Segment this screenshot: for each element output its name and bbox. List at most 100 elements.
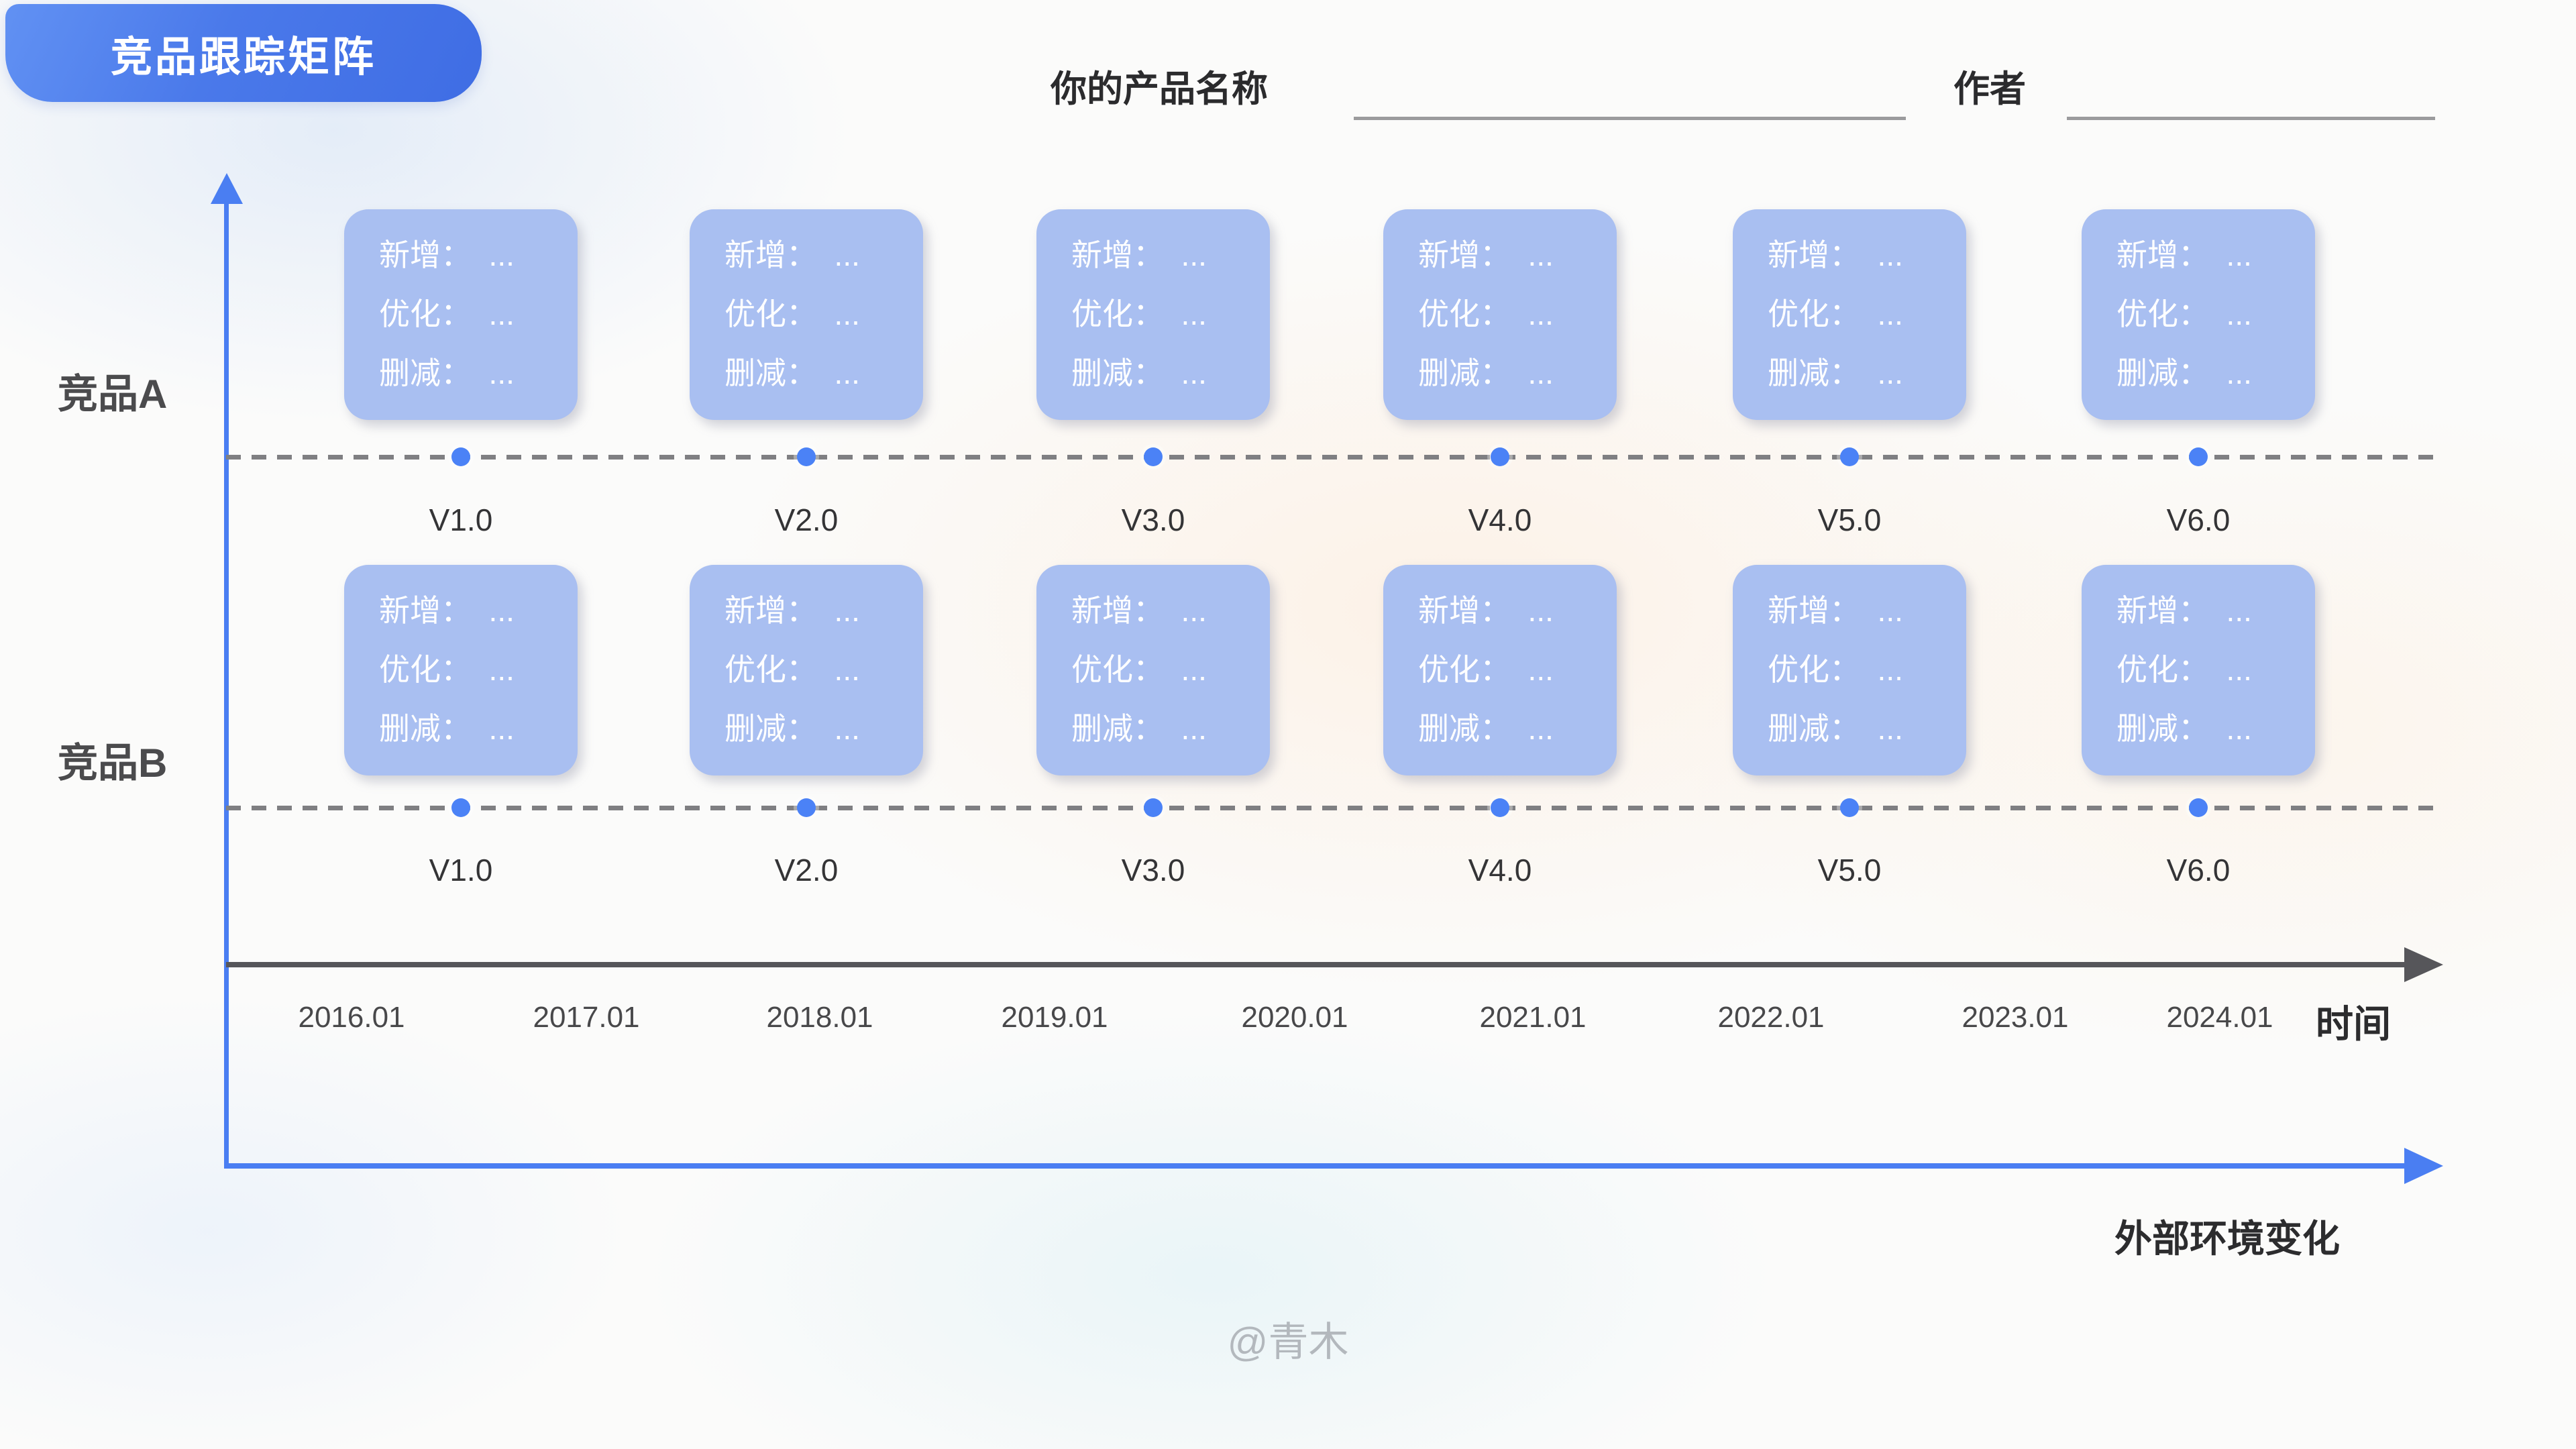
year-tick: 2021.01 [1479,1001,1587,1034]
card-line: 优化： ... [2116,297,2252,331]
version-label: V1.0 [429,502,493,537]
page-title: 竞品跟踪矩阵 [110,34,376,80]
card-line: 优化： ... [379,652,515,687]
version-label: V2.0 [774,853,839,888]
card-line: 删减： ... [1418,711,1554,746]
version-card: 新增： ... 优化： ... 删减： ... [2082,209,2315,420]
timeline-dot [1840,798,1859,817]
version-label: V1.0 [429,853,493,888]
version-card: 新增： ... 优化： ... 删减： ... [1036,209,1270,420]
version-label: V6.0 [2166,853,2231,888]
time-axis-label: 时间 [2316,1003,2391,1045]
version-card: 新增： ... 优化： ... 删减： ... [2082,565,2315,775]
version-card: 新增： ... 优化： ... 删减： ... [690,565,923,775]
card-line: 删减： ... [724,711,860,746]
version-card: 新增： ... 优化： ... 删减： ... [1383,209,1617,420]
card-line: 新增： ... [1071,593,1207,628]
card-line: 新增： ... [1768,237,1903,272]
version-label: V5.0 [1817,502,1882,537]
card-line: 删减： ... [379,356,515,390]
card-line: 删减： ... [1768,356,1903,390]
version-card: 新增： ... 优化： ... 删减： ... [1733,209,1966,420]
year-tick: 2023.01 [1962,1001,2069,1034]
version-card: 新增： ... 优化： ... 删减： ... [1383,565,1617,775]
year-tick: 2018.01 [766,1001,873,1034]
timeline-dot [1491,447,1509,466]
card-line: 新增： ... [1418,593,1554,628]
external-axis-line [226,1163,2407,1169]
watermark: @青木 [1227,1320,1349,1364]
timeline-dot [797,798,816,817]
card-line: 优化： ... [2116,652,2252,687]
card-line: 删减： ... [1768,711,1903,746]
card-line: 新增： ... [2116,593,2252,628]
card-line: 优化： ... [1768,652,1903,687]
year-tick: 2017.01 [533,1001,640,1034]
year-tick: 2019.01 [1001,1001,1108,1034]
version-label: V2.0 [774,502,839,537]
competitor-label: 竞品A [58,372,168,417]
card-line: 新增： ... [724,593,860,628]
card-line: 删减： ... [379,711,515,746]
card-line: 优化： ... [1418,297,1554,331]
timeline-dot [1840,447,1859,466]
card-line: 删减： ... [1071,356,1207,390]
version-label: V3.0 [1121,502,1185,537]
year-tick: 2020.01 [1241,1001,1348,1034]
timeline-dot [2189,798,2208,817]
product-name-blank-line [1354,117,1906,120]
version-card: 新增： ... 优化： ... 删减： ... [344,209,578,420]
product-name-label: 你的产品名称 [1051,69,1268,109]
external-axis-arrowhead-icon [2404,1148,2443,1184]
version-label: V3.0 [1121,853,1185,888]
card-line: 新增： ... [1768,593,1903,628]
version-card: 新增： ... 优化： ... 删减： ... [344,565,578,775]
card-line: 新增： ... [1071,237,1207,272]
card-line: 新增： ... [379,237,515,272]
competitor-label: 竞品B [58,741,168,786]
time-axis-line [226,962,2408,967]
card-line: 优化： ... [724,297,860,331]
y-axis-arrowhead-icon [211,173,243,204]
card-line: 新增： ... [1418,237,1554,272]
timeline-dashed-line [226,455,2435,460]
time-axis-arrowhead-icon [2404,947,2443,982]
year-tick: 2022.01 [1717,1001,1825,1034]
card-line: 删减： ... [2116,711,2252,746]
version-label: V4.0 [1468,502,1532,537]
version-card: 新增： ... 优化： ... 删减： ... [690,209,923,420]
card-line: 优化： ... [1071,297,1207,331]
card-line: 新增： ... [724,237,860,272]
y-axis-line [224,200,229,1169]
external-axis-label: 外部环境变化 [2114,1218,2340,1260]
author-blank-line [2067,117,2435,120]
timeline-dot [1144,447,1163,466]
version-card: 新增： ... 优化： ... 删减： ... [1036,565,1270,775]
card-line: 删减： ... [2116,356,2252,390]
title-badge: 竞品跟踪矩阵 [5,4,482,102]
card-line: 新增： ... [379,593,515,628]
version-label: V4.0 [1468,853,1532,888]
card-line: 优化： ... [1071,652,1207,687]
card-line: 新增： ... [2116,237,2252,272]
timeline-dot [797,447,816,466]
timeline-dot [451,447,470,466]
card-line: 优化： ... [724,652,860,687]
version-label: V6.0 [2166,502,2231,537]
version-label: V5.0 [1817,853,1882,888]
timeline-dot [2189,447,2208,466]
year-tick: 2016.01 [298,1001,405,1034]
timeline-dot [451,798,470,817]
timeline-dot [1491,798,1509,817]
author-label: 作者 [1953,69,2026,109]
card-line: 优化： ... [1418,652,1554,687]
card-line: 删减： ... [724,356,860,390]
card-line: 删减： ... [1071,711,1207,746]
timeline-dot [1144,798,1163,817]
timeline-dashed-line [226,806,2435,810]
card-line: 优化： ... [1768,297,1903,331]
version-card: 新增： ... 优化： ... 删减： ... [1733,565,1966,775]
card-line: 删减： ... [1418,356,1554,390]
card-line: 优化： ... [379,297,515,331]
